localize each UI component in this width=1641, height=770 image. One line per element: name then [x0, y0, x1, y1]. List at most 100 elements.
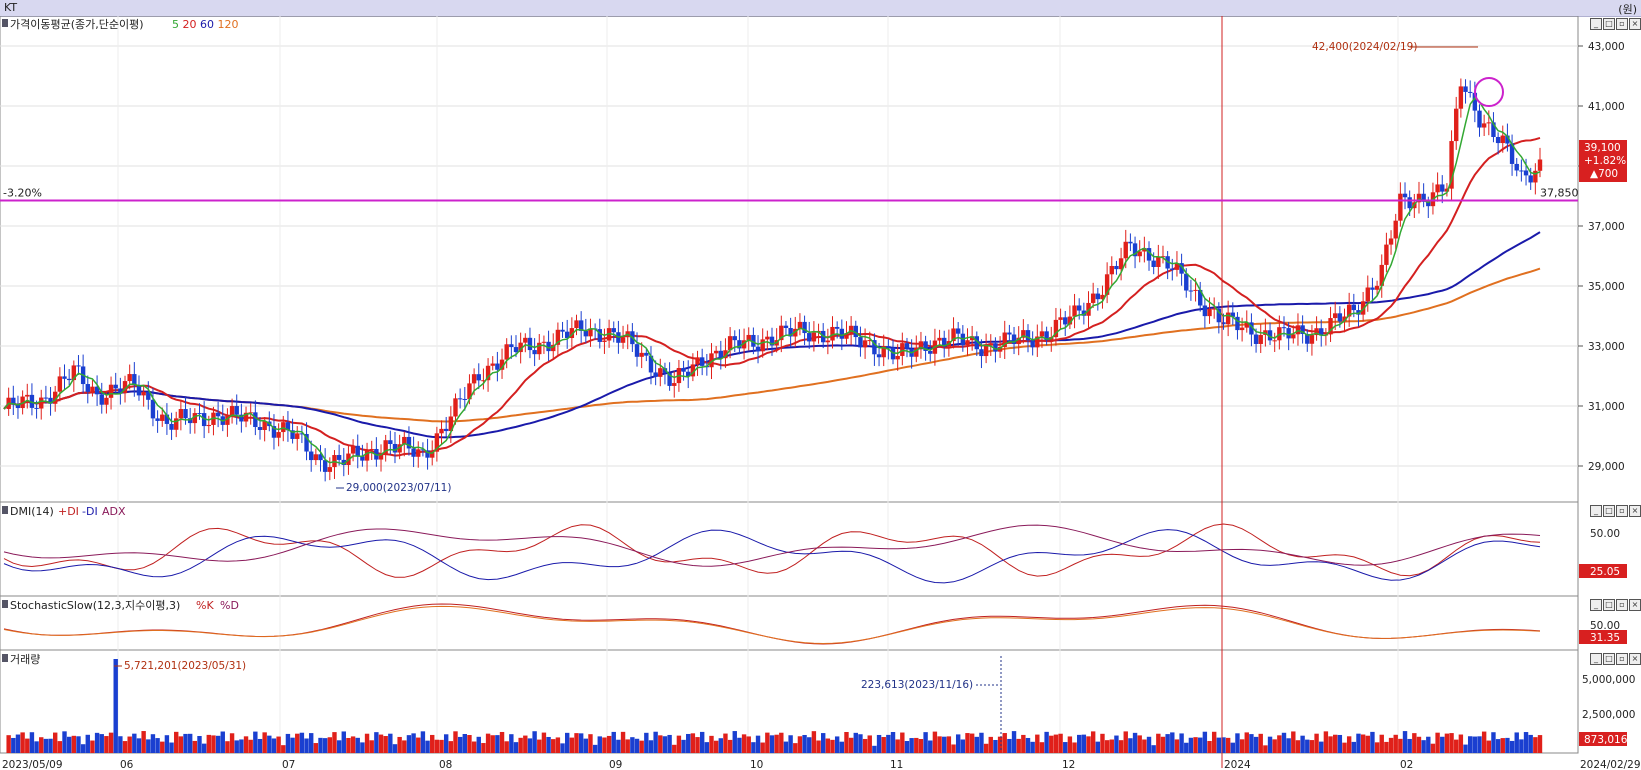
- candle-body: [71, 365, 77, 381]
- volume-bar: [43, 738, 49, 753]
- price-panel-buttons[interactable]: _ □ ▫ ×: [1590, 18, 1641, 30]
- candle-body: [327, 467, 333, 472]
- candle-body: [602, 340, 607, 342]
- x-month-label: 10: [750, 759, 763, 770]
- candle-body: [1021, 330, 1026, 338]
- volume-bar: [592, 744, 598, 753]
- minimize-icon[interactable]: _: [1590, 653, 1602, 665]
- volume-bar: [1193, 737, 1198, 753]
- volume-bar: [541, 732, 547, 753]
- x-month-label: 12: [1062, 759, 1075, 770]
- dmi-minus-di: [3, 529, 1541, 584]
- panel-menu-icon[interactable]: [2, 600, 8, 608]
- volume-bar: [960, 739, 966, 753]
- volume-bar: [1216, 737, 1222, 753]
- volume-bar: [653, 731, 658, 753]
- volume-bar: [392, 744, 398, 753]
- candle-body: [709, 353, 714, 368]
- volume-bar: [1063, 742, 1068, 753]
- candle-body: [62, 376, 67, 379]
- restore-icon[interactable]: □: [1603, 599, 1615, 611]
- dmi-panel-buttons[interactable]: _ □ ▫ ×: [1590, 505, 1641, 517]
- candle-body: [360, 456, 365, 461]
- candle-body: [215, 412, 221, 417]
- panel-menu-icon[interactable]: [2, 654, 8, 662]
- volume-bar: [276, 736, 281, 753]
- ma-legend-item: 120: [218, 18, 239, 31]
- volume-bar: [1160, 736, 1166, 753]
- volume-panel-buttons[interactable]: _ □ ▫ ×: [1590, 653, 1641, 665]
- panel-menu-icon[interactable]: [2, 19, 8, 27]
- restore-icon[interactable]: □: [1603, 653, 1615, 665]
- candle-body: [369, 448, 374, 450]
- volume-bar: [1300, 735, 1305, 753]
- candle-body: [900, 343, 905, 356]
- volume-bar: [1388, 737, 1394, 753]
- stoch-panel-buttons[interactable]: _ □ ▫ ×: [1590, 599, 1641, 611]
- volume-bar: [1454, 739, 1459, 753]
- close-icon[interactable]: ×: [1629, 599, 1641, 611]
- candle-body: [434, 433, 440, 452]
- restore-icon[interactable]: □: [1603, 505, 1615, 517]
- volume-bar: [769, 735, 775, 753]
- candle-body: [1002, 332, 1007, 348]
- volume-bar: [402, 740, 407, 753]
- volume-bar: [378, 734, 384, 753]
- volume-bar: [932, 731, 938, 753]
- close-icon[interactable]: ×: [1629, 653, 1641, 665]
- candle-body: [1435, 184, 1440, 193]
- restore-icon[interactable]: □: [1603, 18, 1615, 30]
- volume-bar: [569, 737, 575, 753]
- candle-body: [928, 350, 933, 354]
- volume-bar: [76, 736, 81, 753]
- stock-chart[interactable]: -3.20% 37,850 가격이동평균(종가,단순이평) 5 20 60 12…: [0, 16, 1641, 770]
- maximize-icon[interactable]: ▫: [1616, 505, 1628, 517]
- x-axis-month-labels: 06 07 08 09 10 11 12 2024 02: [120, 759, 1413, 770]
- minimize-icon[interactable]: _: [1590, 18, 1602, 30]
- candle-body: [555, 329, 561, 345]
- volume-bar: [374, 732, 379, 753]
- candle-body: [779, 325, 784, 341]
- candle-body: [825, 340, 831, 343]
- maximize-icon[interactable]: ▫: [1616, 653, 1628, 665]
- volume-bar: [555, 737, 561, 753]
- volume-bar: [164, 735, 170, 753]
- volume-bar: [1049, 735, 1054, 753]
- minimize-icon[interactable]: _: [1590, 599, 1602, 611]
- volume-bar: [25, 738, 30, 753]
- volume-bar: [299, 732, 305, 753]
- volume-bar: [20, 732, 25, 753]
- volume-bar: [1132, 732, 1138, 753]
- volume-bar: [369, 740, 374, 753]
- minimize-icon[interactable]: _: [1590, 505, 1602, 517]
- dmi-current: 25.05: [1590, 566, 1620, 578]
- volume-bar: [443, 734, 449, 753]
- volume-bar: [1146, 736, 1152, 753]
- volume-bar: [755, 735, 761, 753]
- y-tick-label: 31,000: [1588, 401, 1625, 413]
- candle-body: [392, 443, 398, 453]
- volume-bar: [113, 659, 118, 753]
- volume-bar: [1239, 739, 1245, 753]
- candle-body: [867, 340, 872, 342]
- volume-bar: [658, 735, 663, 753]
- volume-bar: [686, 733, 691, 753]
- candle-body: [187, 418, 193, 424]
- candle-body: [1505, 135, 1510, 144]
- x-month-label: 06: [120, 759, 134, 770]
- volume-bar: [285, 733, 291, 753]
- volume-bar: [1072, 742, 1077, 753]
- volume-bar: [578, 733, 584, 753]
- candle-body: [788, 328, 793, 337]
- candle-body: [1016, 337, 1021, 345]
- volume-bar: [732, 731, 737, 753]
- candle-body: [1072, 305, 1077, 317]
- maximize-icon[interactable]: ▫: [1616, 18, 1628, 30]
- volume-bar: [997, 736, 1003, 753]
- candle-body: [481, 380, 486, 382]
- panel-menu-icon[interactable]: [2, 506, 8, 514]
- close-icon[interactable]: ×: [1629, 18, 1641, 30]
- candle-body: [518, 342, 523, 353]
- maximize-icon[interactable]: ▫: [1616, 599, 1628, 611]
- close-icon[interactable]: ×: [1629, 505, 1641, 517]
